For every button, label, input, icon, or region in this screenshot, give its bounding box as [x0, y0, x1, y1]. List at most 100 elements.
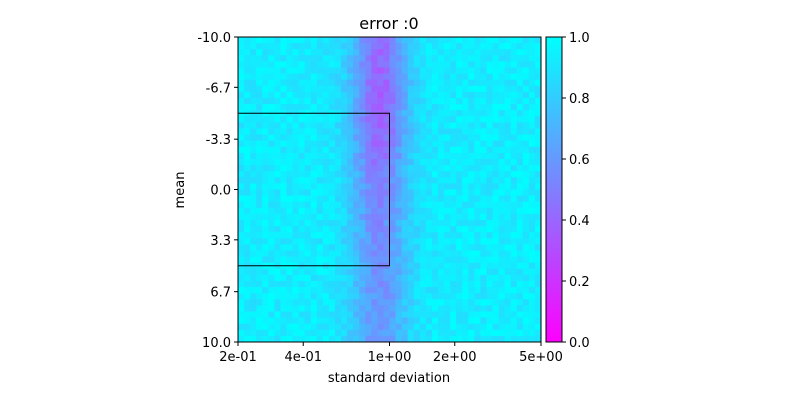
- heatmap-cell: [401, 55, 409, 62]
- heatmap-cell: [353, 122, 360, 129]
- heatmap-cell: [431, 128, 439, 135]
- heatmap-cell: [250, 213, 257, 221]
- heatmap-cell: [256, 165, 263, 172]
- heatmap-cell: [383, 287, 390, 294]
- heatmap-cell: [365, 79, 372, 87]
- heatmap-cell: [353, 207, 360, 215]
- heatmap-cell: [413, 305, 421, 312]
- heatmap-cell: [534, 116, 542, 123]
- heatmap-cell: [347, 183, 354, 190]
- heatmap-cell: [334, 67, 342, 74]
- heatmap-cell: [304, 159, 312, 166]
- heatmap-cell: [522, 183, 530, 190]
- heatmap-cell: [365, 159, 372, 166]
- heatmap-cell: [298, 73, 306, 81]
- heatmap-cell: [419, 134, 427, 142]
- heatmap-cell: [328, 244, 336, 251]
- heatmap-cell: [310, 159, 318, 166]
- heatmap-cell: [250, 232, 257, 239]
- heatmap-cell: [486, 207, 493, 215]
- heatmap-cell: [365, 171, 372, 178]
- heatmap-cell: [316, 281, 324, 288]
- heatmap-cell: [510, 159, 518, 166]
- heatmap-cell: [462, 250, 469, 257]
- heatmap-cell: [425, 177, 433, 184]
- heatmap-cell: [274, 49, 281, 56]
- heatmap-cell: [316, 323, 324, 331]
- heatmap-cell: [516, 329, 524, 337]
- heatmap-cell: [304, 134, 312, 142]
- heatmap-cell: [395, 122, 403, 129]
- heatmap-cell: [268, 67, 275, 74]
- heatmap-cell: [280, 323, 287, 331]
- heatmap-cell: [274, 329, 281, 337]
- heatmap-cell: [486, 37, 493, 44]
- heatmap-cell: [359, 140, 366, 148]
- heatmap-cell: [431, 73, 439, 81]
- heatmap-cell: [504, 140, 512, 148]
- heatmap-cell: [419, 220, 427, 227]
- heatmap-cell: [298, 329, 306, 337]
- heatmap-cell: [468, 98, 475, 105]
- heatmap-cell: [401, 293, 409, 300]
- heatmap-cell: [456, 177, 463, 184]
- heatmap-cell: [401, 311, 409, 318]
- heatmap-cell: [310, 128, 318, 135]
- heatmap-cell: [250, 293, 257, 300]
- heatmap-cell: [462, 177, 469, 184]
- heatmap-cell: [395, 85, 403, 93]
- heatmap-cell: [334, 274, 342, 282]
- heatmap-cell: [498, 201, 506, 209]
- heatmap-cell: [292, 305, 299, 312]
- heatmap-cell: [359, 226, 366, 233]
- heatmap-cell: [274, 98, 281, 105]
- heatmap-cell: [262, 55, 269, 62]
- heatmap-cell: [262, 140, 269, 148]
- heatmap-cell: [516, 49, 524, 56]
- heatmap-cell: [359, 177, 366, 184]
- heatmap-cell: [431, 305, 439, 312]
- heatmap-cell: [310, 189, 318, 196]
- heatmap-cell: [534, 159, 542, 166]
- heatmap-cell: [377, 37, 384, 44]
- heatmap-cell: [322, 281, 330, 288]
- heatmap-cell: [316, 226, 324, 233]
- heatmap-cell: [244, 37, 251, 44]
- heatmap-cell: [425, 335, 433, 343]
- heatmap-cell: [468, 305, 475, 312]
- heatmap-cell: [516, 244, 524, 251]
- heatmap-cell: [244, 49, 251, 56]
- heatmap-cell: [377, 268, 384, 276]
- heatmap-cell: [462, 281, 469, 288]
- heatmap-cell: [425, 220, 433, 227]
- heatmap-cell: [292, 323, 299, 331]
- heatmap-cell: [262, 329, 269, 337]
- heatmap-cell: [280, 43, 287, 50]
- heatmap-cell: [474, 152, 481, 160]
- heatmap-cell: [256, 134, 263, 142]
- heatmap-cell: [244, 195, 251, 203]
- heatmap-cell: [431, 250, 439, 257]
- heatmap-cell: [286, 287, 293, 294]
- heatmap-cell: [389, 177, 396, 184]
- heatmap-cell: [498, 73, 506, 81]
- heatmap-cell: [298, 49, 306, 56]
- heatmap-cell: [444, 201, 451, 209]
- heatmap-cell: [413, 67, 421, 74]
- heatmap-cell: [244, 201, 251, 209]
- heatmap-cell: [419, 110, 427, 117]
- heatmap-cell: [371, 79, 378, 87]
- heatmap-cell: [316, 104, 324, 111]
- heatmap-cell: [498, 293, 506, 300]
- heatmap-cell: [413, 146, 421, 154]
- heatmap-cell: [389, 220, 396, 227]
- heatmap-cell: [395, 207, 403, 215]
- heatmap-cell: [353, 79, 360, 87]
- heatmap-cell: [347, 195, 354, 203]
- heatmap-cell: [365, 37, 372, 44]
- heatmap-cell: [389, 165, 396, 172]
- heatmap-cell: [419, 152, 427, 160]
- heatmap-cell: [516, 104, 524, 111]
- heatmap-cell: [244, 61, 251, 68]
- heatmap-cell: [444, 165, 451, 172]
